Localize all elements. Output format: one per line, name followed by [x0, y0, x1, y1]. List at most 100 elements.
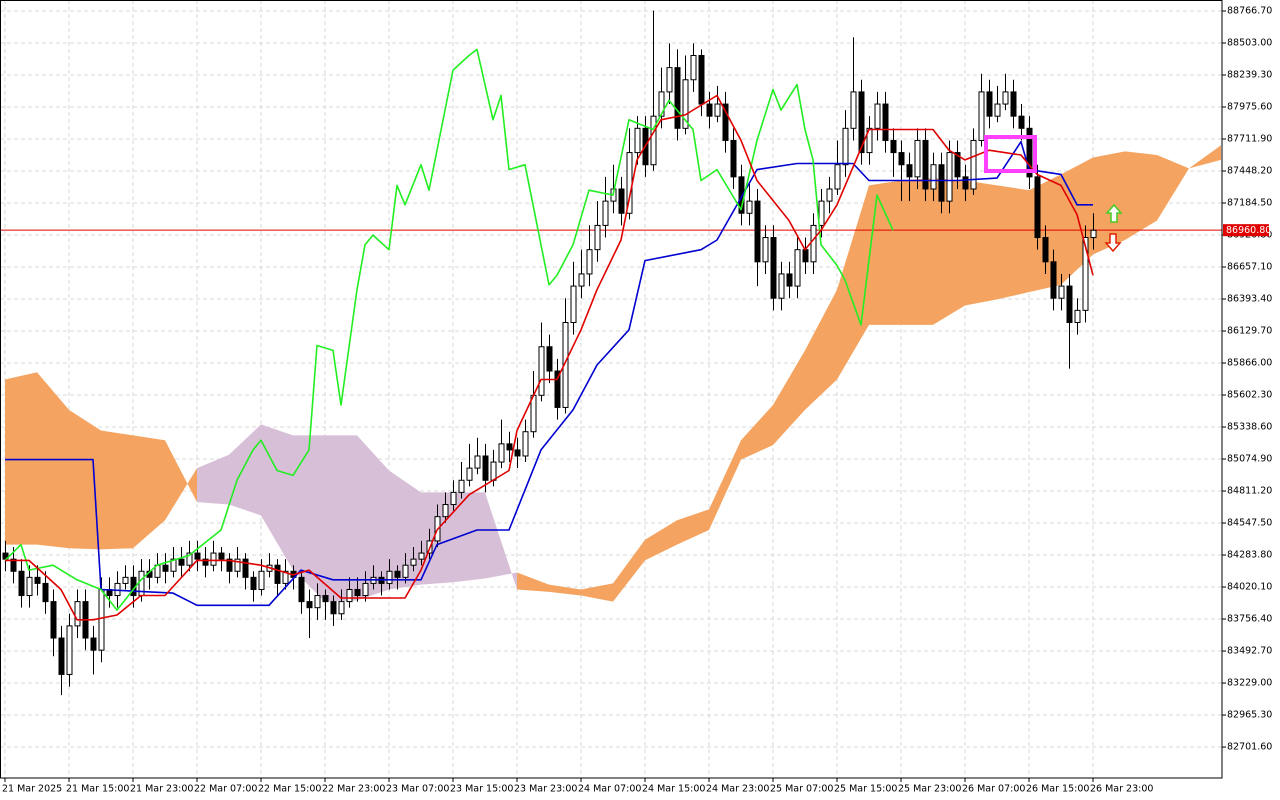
candle-body — [474, 455, 481, 469]
candle-body — [650, 115, 657, 166]
candle-body — [250, 576, 257, 590]
candle-body — [850, 91, 857, 129]
y-tick-label: 88239.30 — [1227, 70, 1272, 81]
candle-body — [10, 558, 17, 572]
candle-body — [218, 552, 225, 560]
cloud-segment — [773, 350, 805, 446]
cloud-segment — [197, 454, 229, 505]
x-tick-label: 26 Mar 23:00 — [1090, 784, 1153, 795]
y-tick-label: 85338.60 — [1227, 422, 1272, 433]
candle-body — [1066, 285, 1073, 323]
candle-body — [18, 570, 25, 597]
candle-body — [898, 152, 905, 166]
y-tick-label: 88766.70 — [1227, 5, 1272, 16]
plot-area — [0, 10, 1222, 696]
candle-body — [258, 570, 265, 590]
candle-body — [306, 601, 313, 609]
candle-body — [826, 188, 833, 202]
cloud-segment — [837, 185, 869, 380]
cloud-segment — [901, 178, 933, 325]
candle-body — [762, 237, 769, 263]
candle-body — [1002, 91, 1009, 105]
cloud-segment — [645, 520, 677, 561]
cloud-segment — [677, 509, 709, 545]
candle-body — [938, 164, 945, 202]
candle-body — [714, 103, 721, 117]
candle-body — [26, 576, 33, 597]
candle-body — [562, 321, 569, 408]
cloud-segment — [965, 180, 997, 306]
up-arrow — [1105, 203, 1123, 223]
candle-body — [506, 443, 513, 451]
y-tick-label: 83229.00 — [1227, 678, 1272, 689]
indicator-line — [5, 94, 1094, 621]
cloud-segment — [1157, 155, 1189, 221]
candle-body — [962, 176, 969, 190]
cloud-segment — [933, 178, 965, 325]
candle-body — [314, 595, 321, 609]
down-arrow — [1104, 233, 1122, 253]
x-tick-label: 26 Mar 15:00 — [1026, 784, 1089, 795]
candle-body — [346, 588, 353, 603]
cloud-segment — [1125, 151, 1157, 240]
cloud-segment — [165, 440, 197, 521]
y-tick-label: 85866.00 — [1227, 358, 1272, 369]
y-tick-label: 85602.30 — [1227, 390, 1272, 401]
candle-body — [98, 588, 105, 651]
y-tick-label: 84020.10 — [1227, 582, 1272, 593]
candle-body — [322, 595, 329, 603]
x-tick-label: 21 Mar 23:00 — [130, 784, 193, 795]
y-tick-label: 87184.50 — [1227, 198, 1272, 209]
highlight-box — [984, 135, 1037, 173]
candle-body — [186, 552, 193, 566]
x-tick-label: 24 Mar 23:00 — [706, 784, 769, 795]
candle-body — [690, 54, 697, 81]
candle-body — [202, 558, 209, 566]
candle-body — [706, 103, 713, 117]
candle-body — [90, 637, 97, 651]
cloud-segment — [517, 572, 549, 592]
candle-body — [210, 552, 217, 566]
candle-body — [858, 91, 865, 154]
cloud-segment — [1189, 145, 1221, 169]
candle-body — [770, 237, 777, 299]
candle-body — [490, 461, 497, 481]
candle-body — [570, 285, 577, 323]
candle-body — [634, 127, 641, 154]
candle-body — [1074, 309, 1081, 323]
cloud-segment — [357, 435, 389, 601]
candle-body — [594, 224, 601, 251]
candle-body — [658, 91, 665, 117]
cloud-segment — [613, 539, 645, 602]
candle-body — [74, 601, 81, 627]
y-tick-label: 86393.40 — [1227, 294, 1272, 305]
candle-body — [778, 273, 785, 299]
x-tick-label: 23 Mar 07:00 — [386, 784, 449, 795]
x-tick-label: 25 Mar 07:00 — [770, 784, 833, 795]
x-tick-label: 23 Mar 23:00 — [514, 784, 577, 795]
y-tick-label: 83492.70 — [1227, 646, 1272, 657]
current-price-box — [1223, 224, 1269, 237]
cloud-segment — [229, 424, 261, 516]
candle-body — [618, 188, 625, 214]
candle-body — [122, 576, 129, 584]
cloud-segment — [5, 372, 37, 545]
candle-body — [842, 127, 849, 166]
y-tick-label: 86129.70 — [1227, 326, 1272, 337]
candle-body — [274, 564, 281, 584]
x-tick-label: 25 Mar 23:00 — [898, 784, 961, 795]
cloud-segment — [325, 435, 357, 602]
cloud-segment — [869, 180, 901, 325]
x-tick-label: 25 Mar 15:00 — [834, 784, 897, 795]
y-tick-label: 83756.40 — [1227, 614, 1272, 625]
candle-body — [602, 200, 609, 226]
y-tick-label: 88503.00 — [1227, 37, 1272, 48]
annotations — [984, 135, 1123, 253]
candle-body — [1082, 237, 1089, 311]
candle-body — [1026, 127, 1033, 178]
candle-body — [1058, 285, 1065, 299]
x-tick-label: 26 Mar 07:00 — [962, 784, 1025, 795]
candle-body — [178, 558, 185, 566]
plot-frame — [0, 0, 1223, 779]
